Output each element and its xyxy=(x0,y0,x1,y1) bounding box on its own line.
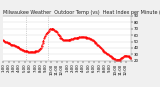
Text: Milwaukee Weather  Outdoor Temp (vs)  Heat Index per Minute (Last 24 Hours): Milwaukee Weather Outdoor Temp (vs) Heat… xyxy=(3,10,160,15)
